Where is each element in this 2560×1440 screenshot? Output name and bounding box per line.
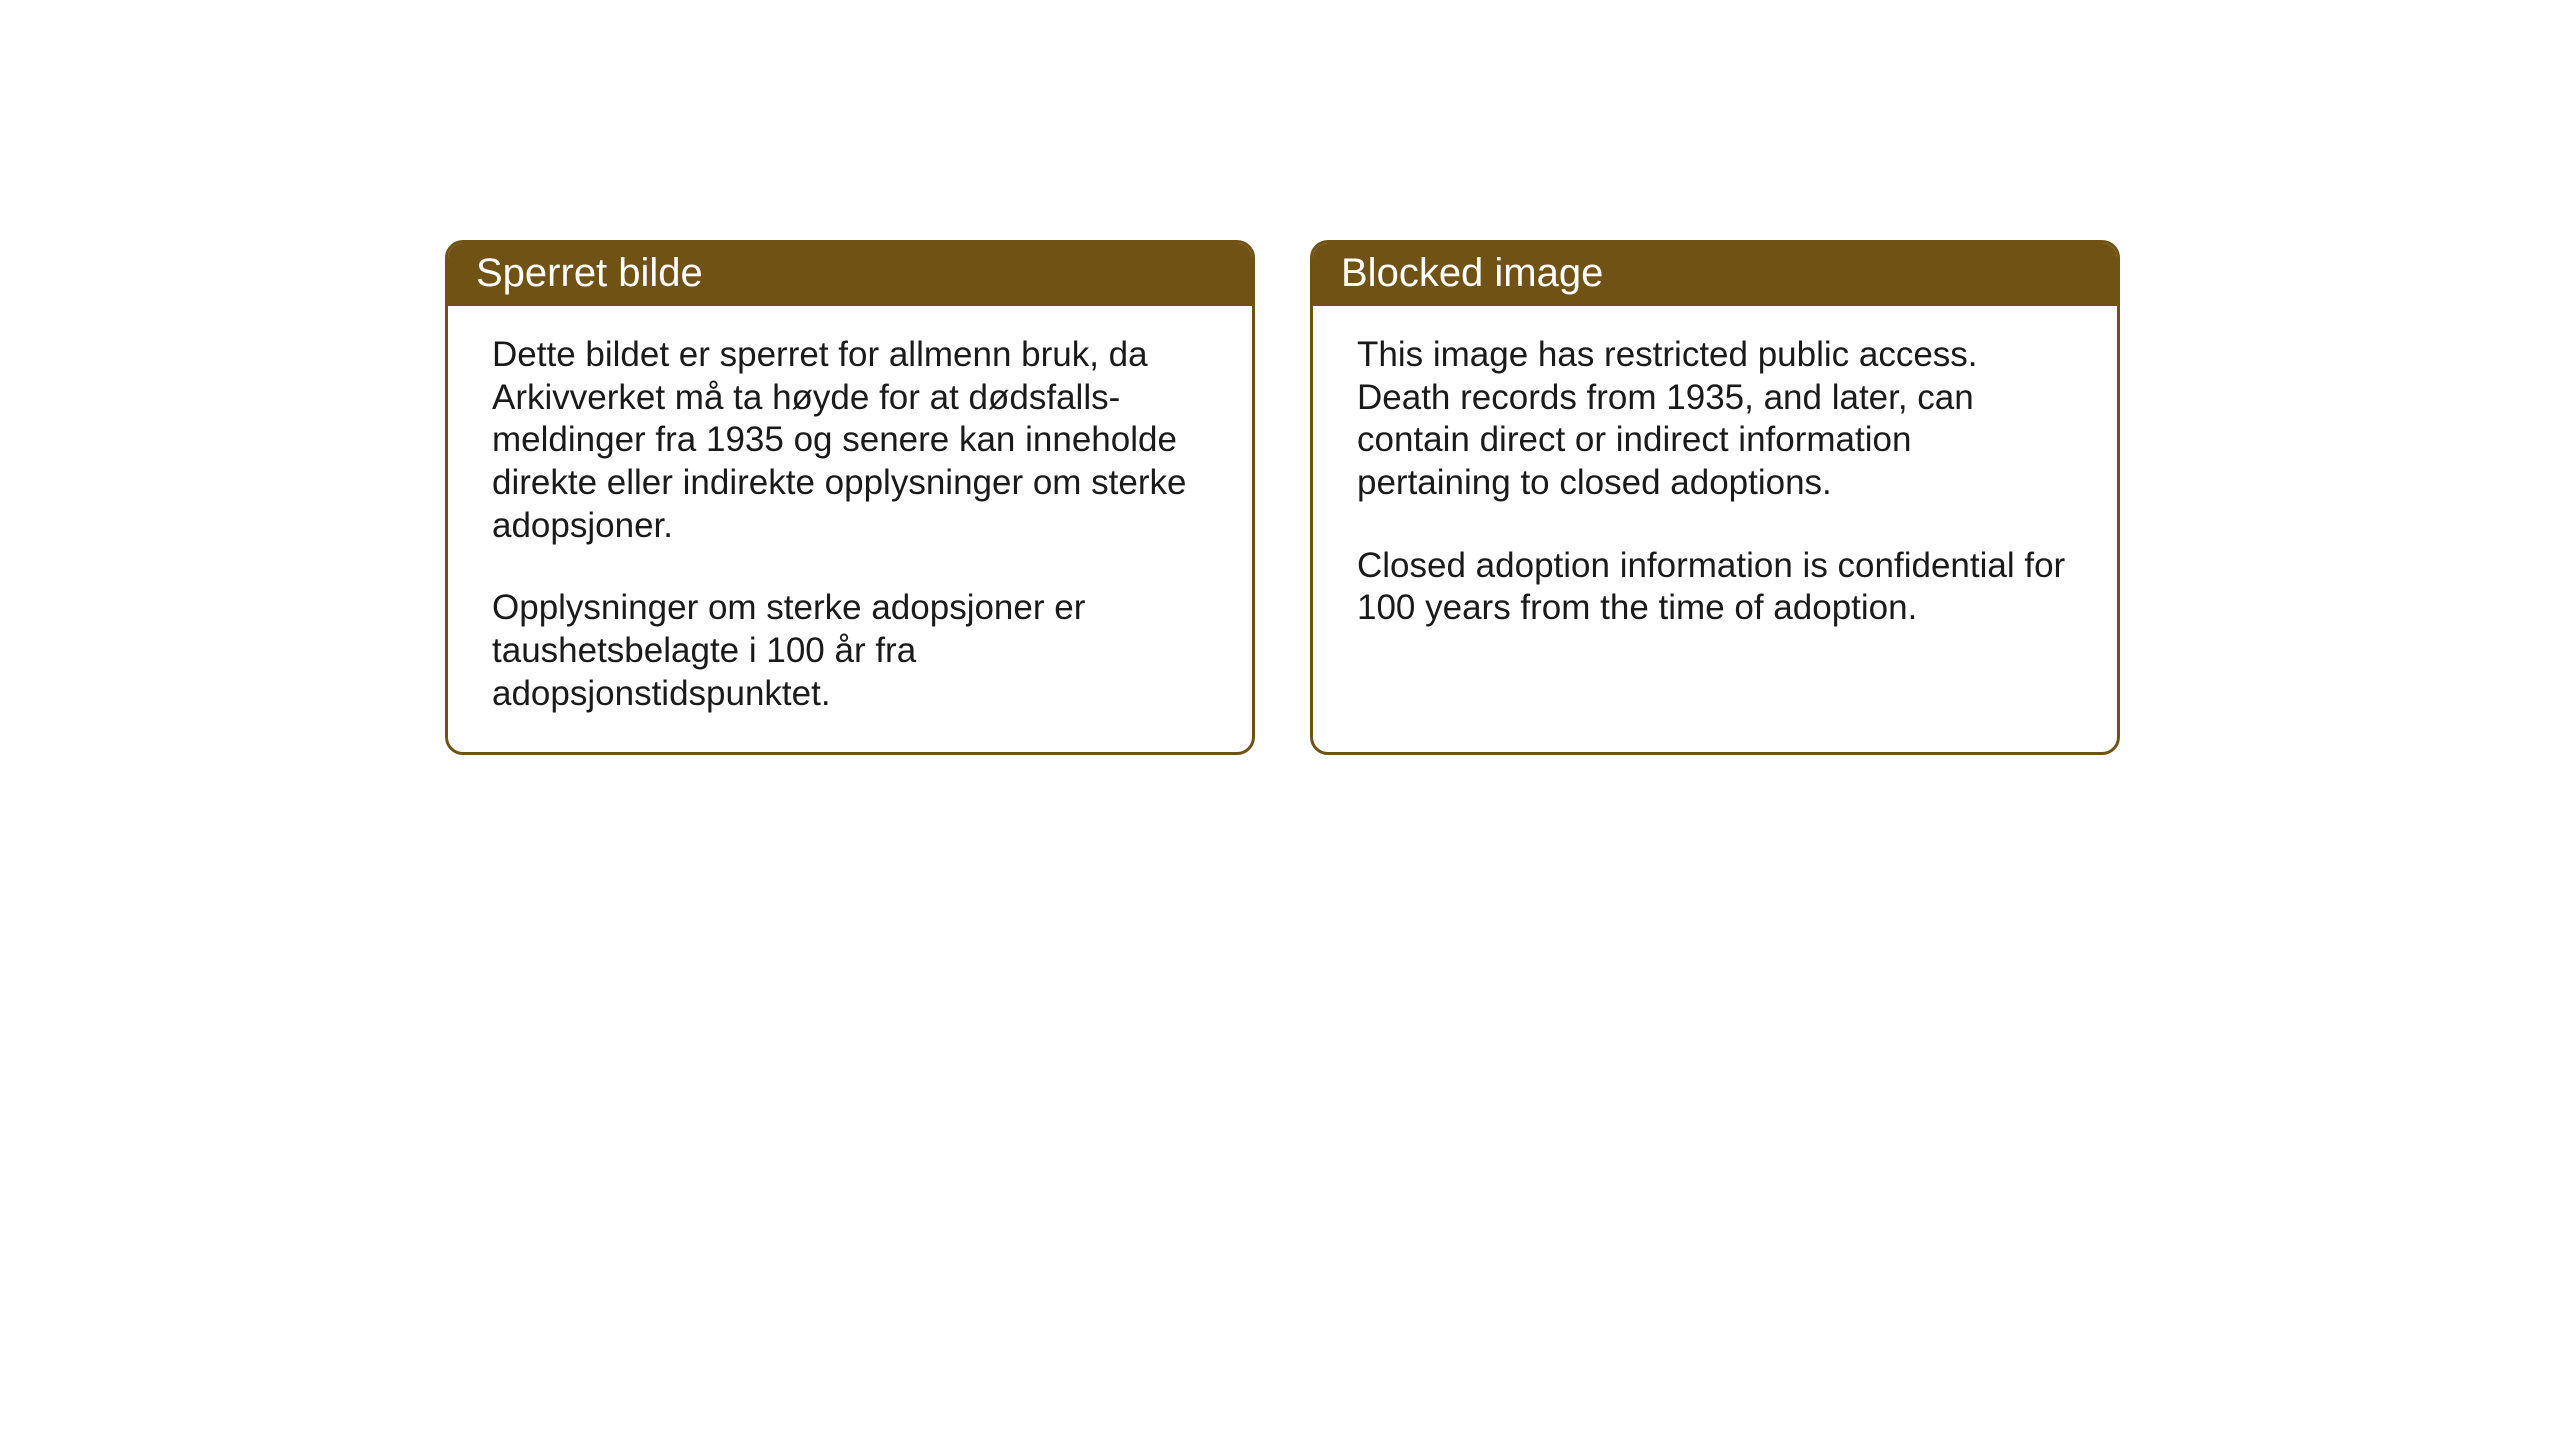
card-header-norwegian: Sperret bilde — [448, 243, 1252, 306]
card-paragraph: This image has restricted public access.… — [1357, 334, 2073, 505]
card-paragraph: Closed adoption information is confident… — [1357, 545, 2073, 630]
notice-card-english: Blocked image This image has restricted … — [1310, 240, 2120, 755]
card-paragraph: Dette bildet er sperret for allmenn bruk… — [492, 334, 1208, 547]
card-title: Blocked image — [1341, 251, 1603, 295]
card-title: Sperret bilde — [476, 251, 703, 295]
card-body-norwegian: Dette bildet er sperret for allmenn bruk… — [448, 306, 1252, 752]
notice-card-norwegian: Sperret bilde Dette bildet er sperret fo… — [445, 240, 1255, 755]
notice-cards-container: Sperret bilde Dette bildet er sperret fo… — [445, 240, 2120, 755]
card-header-english: Blocked image — [1313, 243, 2117, 306]
card-body-english: This image has restricted public access.… — [1313, 306, 2117, 666]
card-paragraph: Opplysninger om sterke adopsjoner er tau… — [492, 587, 1208, 715]
